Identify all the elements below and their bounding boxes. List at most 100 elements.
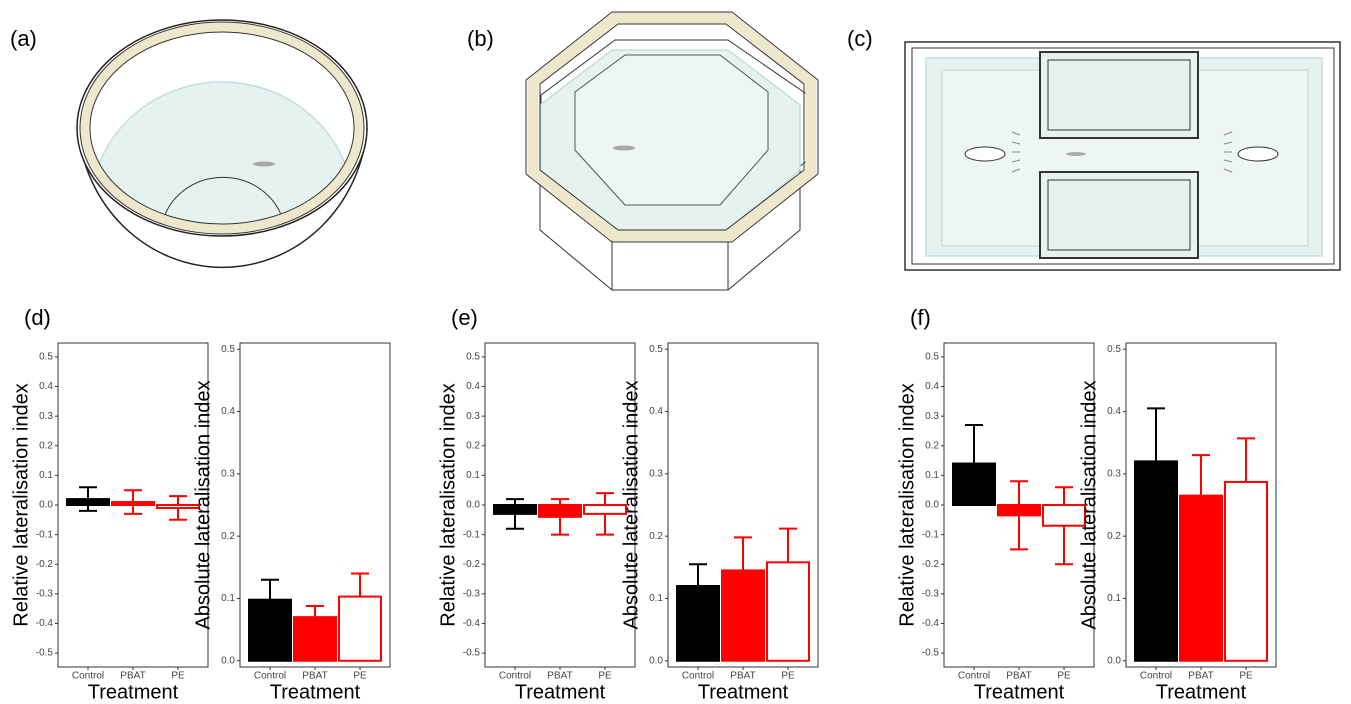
bar — [998, 505, 1040, 515]
bar — [112, 502, 154, 505]
y-tick-label: 0.4 — [649, 406, 663, 417]
charts: -0.5 -0.4 -0.3 -0.2 -0.1 0.0 0.1 0.2 0.3 0.4 0.5 (d… — [10, 305, 1276, 703]
y-tick-label: -0.5 — [463, 648, 481, 659]
bar — [677, 586, 719, 661]
y-tick-label: 0.4 — [1107, 406, 1121, 417]
y-axis-title: Absolute lateralisation index — [192, 380, 214, 629]
y-tick-label: -0.3 — [922, 588, 940, 599]
y-tick-label: 0.1 — [1107, 593, 1121, 604]
x-tick-label: PBAT — [302, 671, 327, 682]
bar — [722, 570, 764, 660]
y-tick-label: 0.5 — [221, 344, 235, 355]
y-tick-label: -0.1 — [463, 529, 481, 540]
y-tick-label: 0.3 — [466, 411, 480, 422]
x-tick-label: Control — [1140, 671, 1172, 682]
x-axis-title: Treatment — [515, 681, 606, 703]
bar — [1225, 482, 1267, 661]
x-tick-label: PBAT — [730, 671, 755, 682]
y-tick-label: 0.0 — [1107, 655, 1121, 666]
y-tick-label: -0.4 — [922, 618, 940, 629]
y-tick-label: -0.3 — [36, 588, 54, 599]
y-axis-title: Relative lateralisation index — [896, 383, 918, 626]
y-tick-label: -0.5 — [922, 648, 940, 659]
x-tick-label: PBAT — [547, 671, 572, 682]
y-tick-label: -0.2 — [463, 559, 481, 570]
y-tick-label: -0.4 — [36, 618, 54, 629]
tank-illustration — [905, 42, 1340, 270]
y-tick-label: 0.2 — [466, 440, 480, 451]
x-tick-label: PE — [171, 671, 185, 682]
y-tick-label: 0.0 — [649, 655, 663, 666]
y-tick-label: 0.2 — [221, 531, 235, 542]
y-tick-label: 0.4 — [466, 381, 480, 392]
bar — [249, 600, 291, 661]
y-tick-label: 0.1 — [925, 470, 939, 481]
y-axis-title: Absolute lateralisation index — [1078, 380, 1100, 629]
panel-label: (b) — [467, 26, 494, 51]
y-tick-label: 0.5 — [925, 352, 939, 363]
y-tick-label: 0.3 — [221, 468, 235, 479]
y-axis-title: Absolute lateralisation index — [620, 380, 642, 629]
figure: (a) (b) (c) — [0, 0, 1351, 704]
y-tick-label: 0.0 — [221, 655, 235, 666]
y-tick-label: 0.1 — [466, 470, 480, 481]
y-tick-label: 0.0 — [466, 500, 480, 511]
x-tick-label: PE — [781, 671, 795, 682]
bar — [294, 617, 336, 661]
panel-label: (a) — [10, 26, 37, 51]
bar — [339, 597, 381, 661]
bar — [539, 505, 581, 517]
x-axis-title: Treatment — [88, 681, 179, 703]
y-tick-label: 0.3 — [649, 468, 663, 479]
x-axis-title: Treatment — [698, 681, 789, 703]
panel-label: (c) — [847, 26, 873, 51]
x-tick-label: Control — [254, 671, 286, 682]
bar — [494, 505, 536, 514]
bar — [953, 464, 995, 505]
x-tick-label: PE — [598, 671, 612, 682]
x-tick-label: Control — [72, 671, 104, 682]
x-axis-title: Treatment — [974, 681, 1065, 703]
panel-label: (e) — [451, 305, 478, 330]
y-tick-label: 0.5 — [466, 352, 480, 363]
y-tick-label: 0.4 — [39, 381, 53, 392]
x-tick-label: PBAT — [1188, 671, 1213, 682]
x-tick-label: PE — [1057, 671, 1071, 682]
y-tick-label: 0.5 — [1107, 344, 1121, 355]
y-tick-label: 0.5 — [649, 344, 663, 355]
bar — [67, 499, 109, 505]
y-tick-label: 0.3 — [925, 411, 939, 422]
y-tick-label: 0.1 — [649, 593, 663, 604]
y-tick-label: 0.2 — [925, 440, 939, 451]
x-tick-label: PE — [1239, 671, 1253, 682]
x-tick-label: Control — [499, 671, 531, 682]
y-tick-label: 0.5 — [39, 352, 53, 363]
octagon-illustration — [526, 12, 818, 290]
y-axis-title: Relative lateralisation index — [10, 383, 32, 626]
y-tick-label: 0.2 — [1107, 531, 1121, 542]
bar — [1135, 461, 1177, 660]
y-axis-title: Relative lateralisation index — [437, 383, 459, 626]
panel-label: (d) — [24, 305, 51, 330]
x-tick-label: PBAT — [120, 671, 145, 682]
x-tick-label: PE — [353, 671, 367, 682]
y-tick-label: 0.4 — [221, 406, 235, 417]
y-tick-label: 0.3 — [1107, 468, 1121, 479]
page: {"panels": ["(a)", "(b)", "(c)", "(d)", … — [0, 0, 1351, 704]
y-tick-label: 0.2 — [649, 531, 663, 542]
panel-label: (f) — [910, 305, 931, 330]
y-tick-label: 0.1 — [39, 470, 53, 481]
x-axis-title: Treatment — [1156, 681, 1247, 703]
x-tick-label: PBAT — [1006, 671, 1031, 682]
y-tick-label: 0.0 — [925, 500, 939, 511]
y-tick-label: -0.2 — [922, 559, 940, 570]
y-tick-label: -0.5 — [36, 648, 54, 659]
y-tick-label: 0.2 — [39, 440, 53, 451]
y-tick-label: 0.3 — [39, 411, 53, 422]
y-tick-label: 0.4 — [925, 381, 939, 392]
y-tick-label: -0.1 — [36, 529, 54, 540]
bowl-illustration — [77, 20, 367, 338]
y-tick-label: -0.1 — [922, 529, 940, 540]
bar — [1180, 496, 1222, 661]
x-tick-label: Control — [682, 671, 714, 682]
